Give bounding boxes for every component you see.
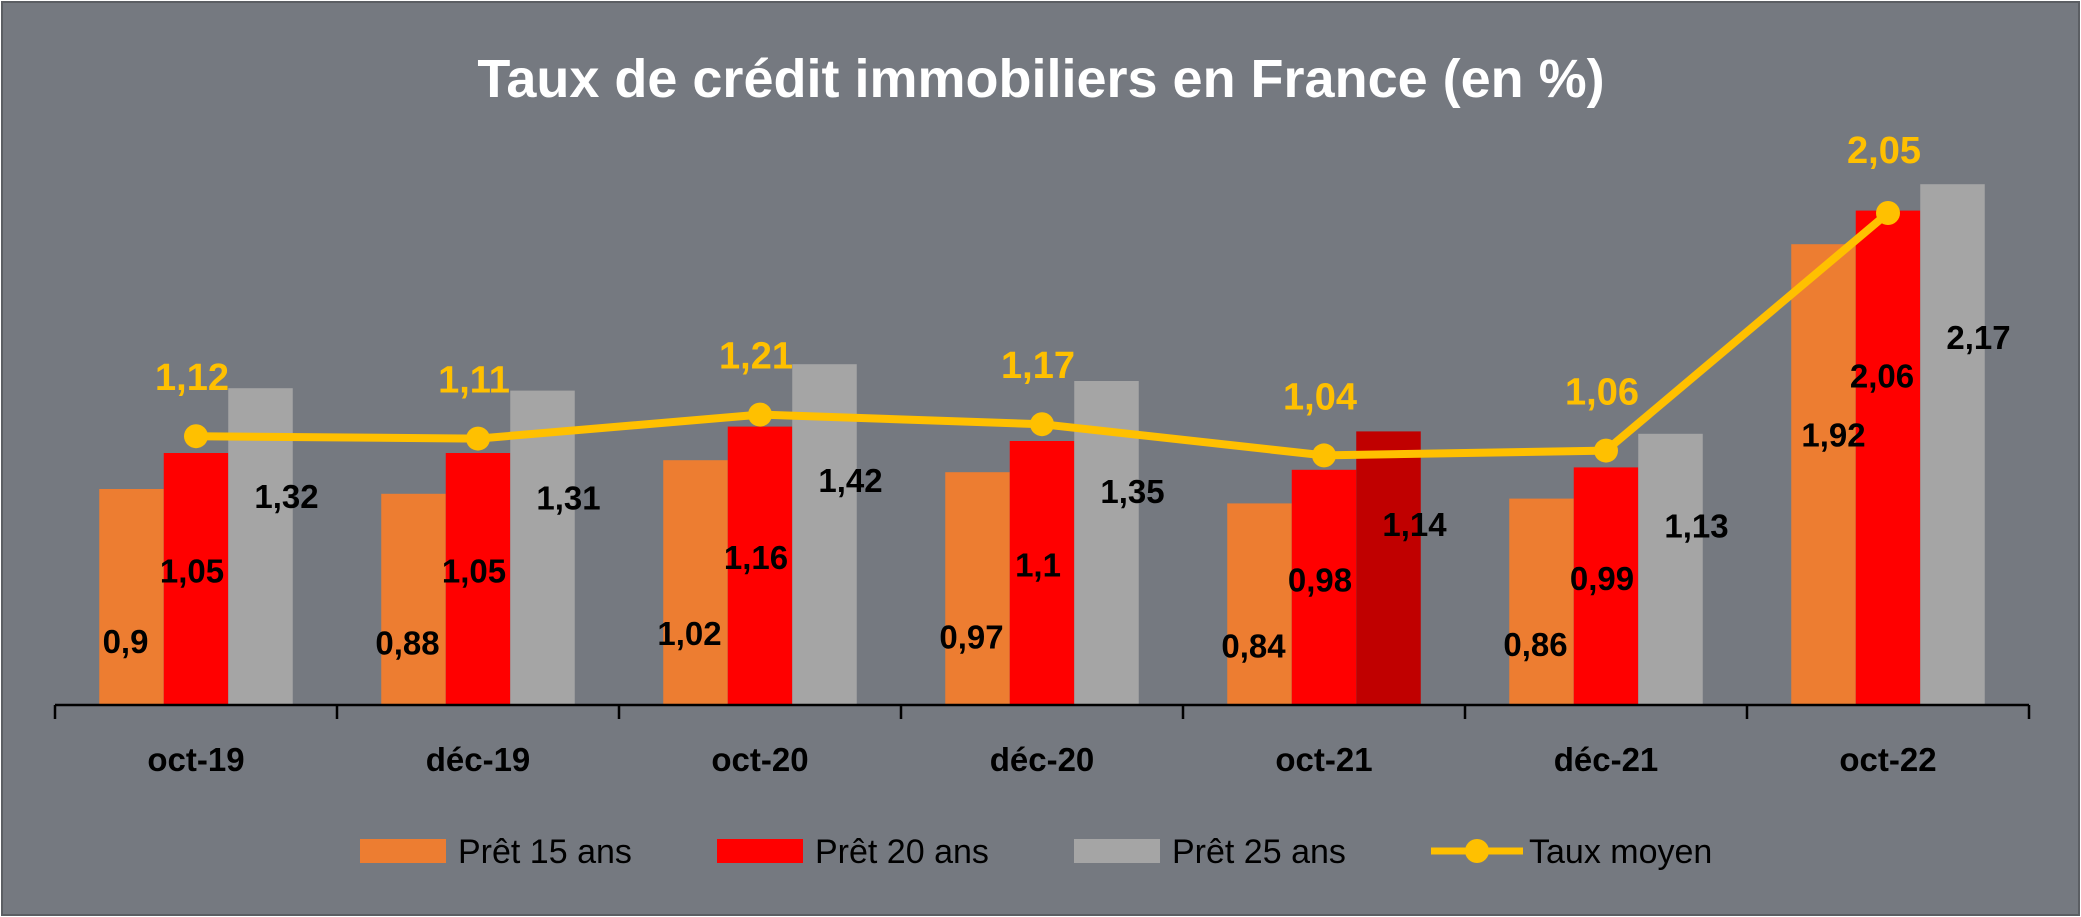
x-tick-label-6: oct-22 (1839, 741, 1936, 778)
legend-label-0: Prêt 15 ans (458, 833, 632, 871)
avg-label-6: 2,05 (1847, 130, 1921, 172)
bar-25-1 (510, 390, 575, 705)
data-label-25-4: 1,14 (1382, 506, 1447, 543)
legend-label-2: Prêt 25 ans (1172, 833, 1346, 871)
data-label-25-5: 1,13 (1664, 507, 1728, 544)
data-label-15-1: 0,88 (375, 625, 439, 662)
bar-25-6 (1920, 184, 1985, 705)
x-axis: oct-19 déc-19 oct-20 déc-20 oct-21 déc-21 oct-… (53, 703, 2031, 778)
data-label-20-3: 1,1 (1015, 546, 1061, 583)
x-tick-label-3: déc-20 (990, 741, 1095, 778)
bar-20-3 (1009, 441, 1075, 705)
legend-label-3: Taux moyen (1529, 833, 1712, 871)
x-tick-label-1: déc-19 (426, 741, 531, 778)
bar-15-2 (663, 460, 728, 705)
chart-title: Taux de crédit immobiliers en France (en… (477, 49, 1604, 109)
data-label-20-2: 1,16 (724, 539, 788, 576)
bar-15-5 (1509, 498, 1574, 705)
data-label-25-3: 1,35 (1100, 473, 1164, 510)
legend-swatch-1 (717, 839, 803, 863)
legend-label-1: Prêt 20 ans (815, 833, 989, 871)
legend: Prêt 15 ans Prêt 20 ans Prêt 25 ans Taux mo… (360, 833, 1712, 871)
bar-20-2 (727, 426, 793, 705)
chart-svg: Taux de crédit immobiliers en France (en… (53, 49, 2031, 871)
bar-20-5 (1573, 467, 1639, 705)
avg-label-1: 1,11 (438, 360, 510, 402)
avg-label-3: 1,17 (1001, 345, 1075, 387)
avg-label-0: 1,12 (155, 357, 229, 399)
data-label-25-0: 1,32 (254, 478, 318, 515)
bar-25-0 (228, 388, 293, 705)
data-label-15-0: 0,9 (103, 623, 149, 660)
avg-point-5 (1594, 438, 1618, 463)
legend-swatch-0 (360, 839, 446, 863)
x-tick-label-5: déc-21 (1554, 741, 1659, 778)
data-label-20-6: 2,06 (1850, 357, 1914, 394)
data-label-15-4: 0,84 (1221, 627, 1286, 664)
bars-layer (99, 184, 1985, 705)
data-label-20-0: 1,05 (160, 553, 224, 590)
data-label-15-5: 0,86 (1503, 626, 1567, 663)
x-tick-label-4: oct-21 (1275, 741, 1372, 778)
bar-15-3 (945, 472, 1010, 705)
bar-20-6 (1855, 210, 1921, 705)
data-labels-layer: 0,9 0,88 1,02 0,97 0,84 0,86 1,92 1,05 1,05 1,16 1… (103, 130, 2011, 664)
bar-15-1 (381, 493, 446, 705)
avg-point-2 (748, 402, 772, 427)
avg-label-5: 1,06 (1565, 372, 1639, 414)
data-label-25-6: 2,17 (1946, 319, 2010, 356)
bar-15-6 (1791, 244, 1856, 705)
avg-point-3 (1030, 412, 1054, 437)
avg-label-2: 1,21 (719, 336, 793, 378)
data-label-20-1: 1,05 (442, 553, 506, 590)
data-label-20-4: 0,98 (1288, 561, 1352, 598)
data-label-15-3: 0,97 (939, 619, 1003, 656)
avg-point-1 (466, 426, 490, 451)
bar-20-4 (1291, 469, 1357, 705)
data-label-15-6: 1,92 (1801, 416, 1865, 453)
avg-label-4: 1,04 (1283, 376, 1357, 418)
avg-point-0 (184, 424, 208, 449)
avg-point-4 (1312, 443, 1336, 468)
legend-marker-3 (1465, 839, 1489, 863)
x-tick-label-2: oct-20 (711, 741, 808, 778)
data-label-15-2: 1,02 (657, 615, 721, 652)
bar-25-4 (1356, 431, 1421, 705)
data-label-25-2: 1,42 (818, 462, 882, 499)
bar-20-1 (445, 453, 511, 705)
bar-20-0 (163, 453, 229, 705)
avg-point-6 (1876, 201, 1900, 225)
data-label-20-5: 0,99 (1570, 560, 1634, 597)
data-label-25-1: 1,31 (536, 479, 600, 516)
bar-15-4 (1227, 503, 1292, 705)
bar-15-0 (99, 489, 164, 705)
x-tick-label-0: oct-19 (147, 741, 244, 778)
legend-swatch-2 (1074, 839, 1160, 863)
avg-line-layer (184, 201, 1900, 468)
bar-25-5 (1638, 433, 1703, 705)
